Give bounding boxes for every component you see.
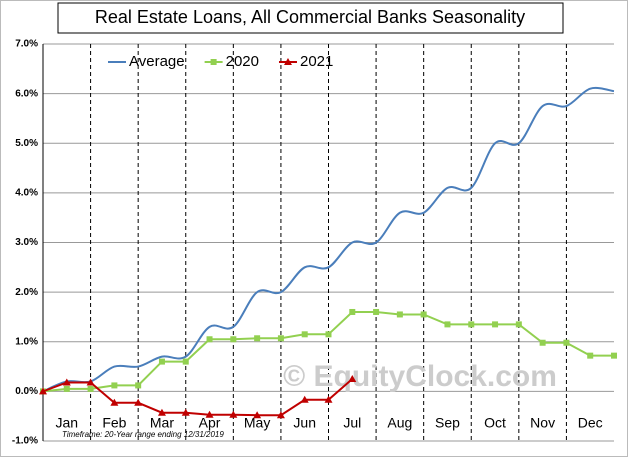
y-tick-label: 4.0% [15, 188, 38, 199]
data-point [181, 408, 190, 416]
x-tick-label: Oct [484, 415, 506, 431]
data-point [253, 411, 262, 419]
x-tick-label: Jul [343, 415, 361, 431]
footnote: Timeframe: 20-Year range ending 12/31/20… [62, 430, 224, 439]
data-point [373, 308, 380, 315]
y-tick-label: 6.0% [15, 88, 38, 99]
y-tick-label: 5.0% [15, 138, 38, 149]
data-point [110, 398, 119, 406]
y-tick-label: 1.0% [15, 336, 38, 347]
watermark: © EquityClock.com [283, 360, 557, 393]
data-point [63, 385, 70, 392]
y-tick-label: 3.0% [15, 237, 38, 248]
data-point [206, 336, 213, 343]
data-point [325, 331, 332, 338]
data-point [39, 387, 47, 395]
data-point [87, 385, 94, 392]
data-point [300, 395, 309, 403]
legend-label: Average [129, 53, 185, 70]
data-point [230, 336, 237, 343]
data-point [157, 408, 166, 416]
data-point [349, 308, 356, 315]
data-point [135, 382, 142, 389]
data-point [62, 378, 71, 386]
legend-marker [283, 58, 292, 65]
series-line [42, 378, 353, 417]
data-point [205, 410, 214, 418]
x-tick-label: Jun [293, 415, 316, 431]
data-point [229, 410, 238, 418]
y-tick-label: 0.0% [15, 386, 38, 397]
x-tick-label: Apr [199, 415, 221, 431]
data-point [420, 311, 427, 318]
x-tick-label: May [244, 415, 270, 431]
x-tick-label: Feb [102, 415, 126, 431]
legend-label: 2020 [226, 53, 259, 70]
data-point [111, 382, 118, 389]
data-point [563, 339, 570, 346]
x-tick-label: Dec [578, 415, 603, 431]
legend-label: 2021 [300, 53, 333, 70]
data-point [254, 335, 261, 342]
x-tick-label: Sep [435, 415, 460, 431]
data-point [468, 321, 475, 328]
data-point [396, 311, 403, 318]
data-point [444, 321, 451, 328]
series-line [42, 86, 615, 393]
x-tick-label: Aug [387, 415, 412, 431]
data-point [301, 331, 308, 338]
data-point [134, 398, 143, 406]
x-tick-label: Mar [150, 415, 174, 431]
data-point [276, 411, 285, 419]
data-point [86, 378, 95, 386]
y-tick-label: -1.0% [12, 436, 38, 447]
data-point [492, 321, 499, 328]
y-tick-label: 7.0% [15, 39, 38, 50]
data-point [611, 352, 617, 359]
data-point [539, 339, 546, 346]
data-point [587, 352, 594, 359]
data-point [515, 321, 522, 328]
data-point [348, 374, 357, 382]
chart-title: Real Estate Loans, All Commercial Banks … [95, 7, 525, 27]
x-tick-label: Nov [530, 415, 555, 431]
data-point [277, 335, 284, 342]
x-tick-label: Jan [56, 415, 79, 431]
data-point [158, 358, 165, 365]
data-point [182, 358, 189, 365]
title-box [57, 2, 564, 34]
legend-marker [210, 59, 217, 65]
y-tick-label: 2.0% [15, 287, 38, 298]
data-point [324, 395, 333, 403]
